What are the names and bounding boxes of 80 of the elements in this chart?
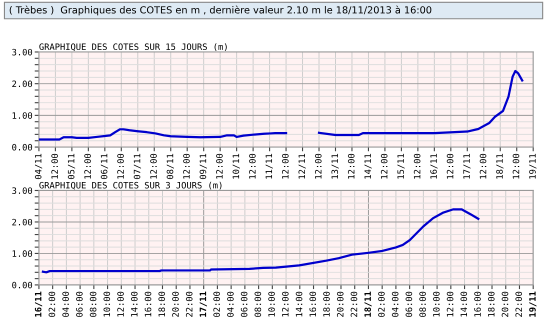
x-tick-label: 16/11 <box>430 154 438 179</box>
x-tick-label: 16:00 <box>309 292 316 316</box>
x-tick-label: 12:00 <box>380 154 388 179</box>
x-tick-label: 10:00 <box>433 292 440 316</box>
x-tick-label: 20:00 <box>172 292 179 317</box>
x-tick-label: 12:00 <box>446 292 454 316</box>
x-tick-label: 08:00 <box>419 292 426 317</box>
x-tick-label: 02:00 <box>48 292 56 317</box>
y-tick-label: 2.00 <box>12 80 32 88</box>
x-tick-label: 12:00 <box>117 292 124 316</box>
x-tick-label: 12:00 <box>446 154 454 179</box>
x-tick-label: 12:00 <box>314 154 322 179</box>
x-tick-label: 22:00 <box>515 292 522 317</box>
x-tick-label: 07/11 <box>134 154 142 180</box>
x-tick-label: 14:00 <box>460 292 468 316</box>
x-tick-label: 11/11 <box>266 154 273 179</box>
x-tick-label: 12:00 <box>183 154 190 179</box>
text: ( Trèbes ) Graphiques des COTES en m , dernière valeur 2.10 m le 18/11/2013 à 16:00 <box>10 6 432 16</box>
x-tick-label: 06:00 <box>406 292 412 317</box>
x-tick-label: 14:00 <box>130 292 138 316</box>
x-tick-label: 08/11 <box>166 154 174 180</box>
x-tick-label: 19/11 <box>529 154 536 179</box>
x-tick-label: 17/11 <box>463 154 471 179</box>
x-tick-label: 13/11 <box>331 154 339 179</box>
x-tick-label: 12:00 <box>480 154 486 179</box>
x-tick-label: 10:00 <box>268 292 275 316</box>
y-tick-label: 2.00 <box>12 218 32 226</box>
x-tick-label: 10:00 <box>104 292 110 316</box>
x-tick-label: 06:00 <box>240 292 248 317</box>
x-tick-label: 22:00 <box>186 292 193 317</box>
x-tick-label: 12:00 <box>84 154 91 179</box>
x-tick-label: 04:00 <box>392 292 398 317</box>
y-tick-label: 0.00 <box>12 144 32 151</box>
x-tick-label: 20:00 <box>336 292 344 317</box>
y-tick-label: 3.00 <box>12 187 32 194</box>
x-tick-label: 18/11 <box>364 292 372 317</box>
x-tick-label: 12:00 <box>117 154 124 179</box>
x-tick-label: 12:00 <box>282 154 289 179</box>
x-tick-label: 12:00 <box>51 154 58 179</box>
x-tick-label: 14:00 <box>296 292 302 316</box>
x-tick-label: 09/11 <box>200 154 207 180</box>
x-tick-label: 18:00 <box>323 292 330 316</box>
x-tick-label: 12:00 <box>216 154 223 179</box>
x-tick-label: 12:00 <box>414 154 420 179</box>
x-tick-label: 08:00 <box>254 292 262 317</box>
x-tick-label: 22:00 <box>350 292 358 317</box>
x-tick-label: 16:00 <box>474 292 481 316</box>
x-tick-label: 18:00 <box>488 292 495 316</box>
x-tick-label: 12:00 <box>512 154 520 179</box>
x-tick-label: 17/11 <box>200 292 207 317</box>
x-tick-label: 08:00 <box>90 292 96 317</box>
x-tick-label: 04:00 <box>227 292 234 317</box>
y-tick-label: 3.00 <box>12 48 32 56</box>
y-tick-label: 0.00 <box>12 282 32 288</box>
x-tick-label: 18:00 <box>158 292 166 316</box>
chart-title: GRAPHIQUE DES COTES SUR 15 JOURS (m) <box>39 43 227 52</box>
x-tick-label: 20:00 <box>502 292 508 317</box>
x-tick-label: 06:00 <box>76 292 83 317</box>
line-series <box>42 208 480 274</box>
x-tick-label: 12:00 <box>249 154 256 179</box>
x-tick-label: 06/11 <box>100 154 108 180</box>
x-tick-label: 16:00 <box>144 292 152 316</box>
x-tick-label: 10/11 <box>232 154 240 179</box>
x-tick-label: 04/11 <box>34 154 42 180</box>
x-tick-label: 02:00 <box>213 292 220 317</box>
x-tick-label: 12:00 <box>150 154 157 179</box>
x-tick-label: 16/11 <box>34 292 42 317</box>
x-tick-label: 18/11 <box>496 154 504 179</box>
x-tick-label: 12/11 <box>298 154 306 179</box>
x-tick-label: 14/11 <box>364 154 372 179</box>
y-tick-label: 1.00 <box>12 250 32 257</box>
y-tick-label: 1.00 <box>12 112 32 119</box>
x-tick-label: 19/11 <box>529 292 536 317</box>
x-tick-label: 02:00 <box>378 292 385 317</box>
x-tick-label: 05/11 <box>68 154 76 180</box>
x-tick-label: 04:00 <box>62 292 69 317</box>
chart-title: GRAPHIQUE DES COTES SUR 3 JOURS (m) <box>39 182 222 190</box>
x-tick-label: 12:00 <box>282 292 289 316</box>
x-tick-label: 12:00 <box>348 154 355 179</box>
x-tick-label: 15/11 <box>397 154 405 179</box>
